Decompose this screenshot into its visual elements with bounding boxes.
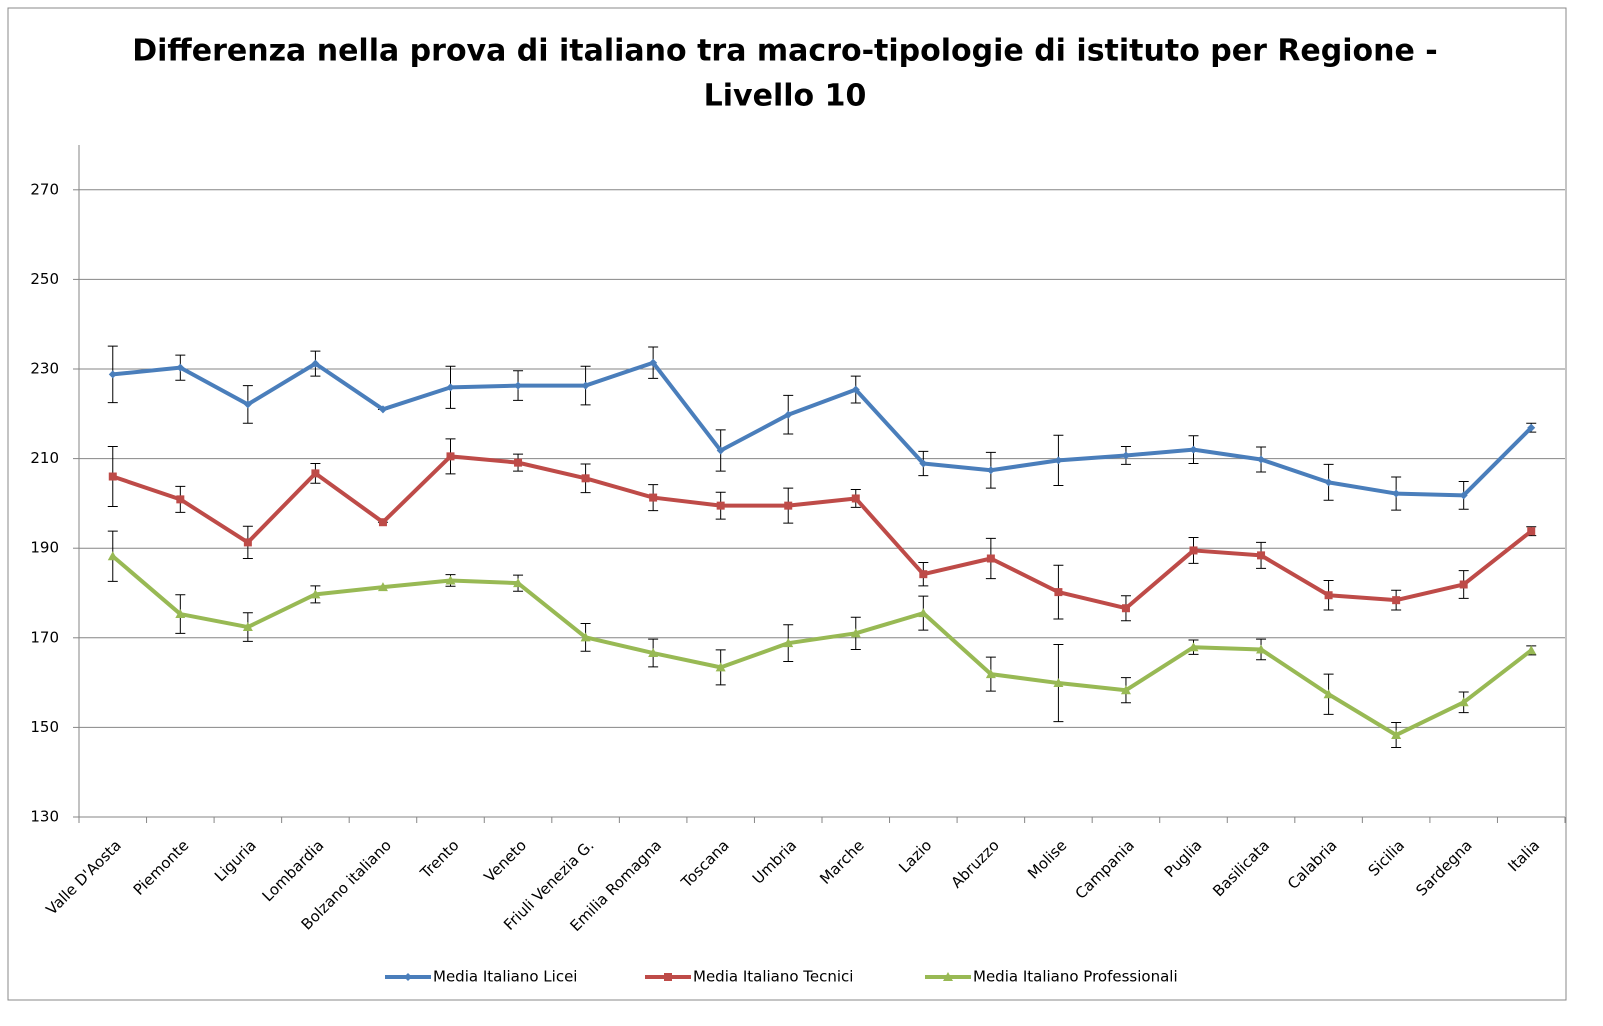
point: [716, 446, 725, 455]
y-tick-label: 250: [30, 270, 59, 288]
point: [985, 669, 996, 679]
point: [243, 400, 252, 409]
y-tick-label: 230: [30, 360, 59, 378]
point: [378, 405, 387, 414]
y-tick-label: 190: [30, 539, 59, 557]
point: [514, 381, 523, 390]
point: [108, 370, 117, 379]
point: [784, 410, 793, 419]
point: [107, 551, 118, 561]
point: [1121, 604, 1130, 613]
legend-label: Media Italiano Professionali: [973, 968, 1178, 986]
point: [446, 383, 455, 392]
y-tick-label: 130: [30, 808, 59, 826]
point: [378, 518, 387, 527]
point: [1324, 591, 1333, 600]
point: [175, 609, 186, 619]
point: [311, 359, 320, 368]
point: [1323, 689, 1334, 699]
point: [649, 358, 658, 367]
point: [919, 570, 928, 579]
point: [1257, 551, 1266, 560]
point: [851, 494, 860, 503]
point: [986, 466, 995, 475]
point: [1189, 546, 1198, 555]
point: [1120, 685, 1131, 695]
point: [784, 501, 793, 510]
point: [176, 363, 185, 372]
point: [715, 662, 726, 672]
point: [1459, 491, 1468, 500]
point: [513, 578, 524, 588]
point: [108, 472, 117, 481]
point: [310, 589, 321, 599]
point: [581, 474, 590, 483]
point: [850, 628, 861, 638]
y-tick-label: 150: [30, 718, 59, 736]
point: [649, 493, 658, 502]
point: [783, 638, 794, 648]
point: [1054, 456, 1063, 465]
legend-marker: [943, 972, 953, 981]
point: [1527, 527, 1536, 536]
point: [1391, 730, 1402, 740]
chart-title: Livello 10: [704, 79, 867, 114]
point: [580, 632, 591, 642]
legend-marker: [664, 973, 672, 981]
chart-title: Differenza nella prova di italiano tra m…: [132, 34, 1438, 69]
point: [1324, 478, 1333, 487]
point: [445, 575, 456, 585]
point: [716, 501, 725, 510]
point: [648, 648, 659, 658]
point: [1459, 580, 1468, 589]
point: [1256, 644, 1267, 654]
point: [242, 622, 253, 632]
series-line: [112, 360, 1533, 498]
point: [918, 608, 929, 618]
y-tick-label: 210: [30, 449, 59, 467]
point: [1188, 642, 1199, 652]
point: [919, 459, 928, 468]
point: [1053, 678, 1064, 688]
point: [514, 458, 523, 467]
point: [1458, 697, 1469, 707]
point: [1121, 451, 1130, 460]
point: [851, 385, 860, 394]
point: [1054, 588, 1063, 597]
legend-label: Media Italiano Licei: [433, 968, 577, 986]
point: [581, 381, 590, 390]
point: [377, 582, 388, 592]
point: [1392, 596, 1401, 605]
point: [1257, 455, 1266, 464]
point: [311, 469, 320, 478]
point: [986, 554, 995, 563]
point: [243, 538, 252, 547]
point: [176, 495, 185, 504]
series-line: [112, 454, 1533, 611]
legend-label: Media Italiano Tecnici: [693, 968, 853, 986]
series-line: [111, 554, 1533, 738]
point: [1526, 645, 1537, 655]
point: [1392, 489, 1401, 498]
point: [446, 452, 455, 461]
y-tick-label: 270: [30, 180, 59, 198]
legend-marker: [404, 973, 412, 981]
point: [1527, 423, 1536, 432]
point: [1189, 445, 1198, 454]
y-tick-label: 170: [30, 628, 59, 646]
